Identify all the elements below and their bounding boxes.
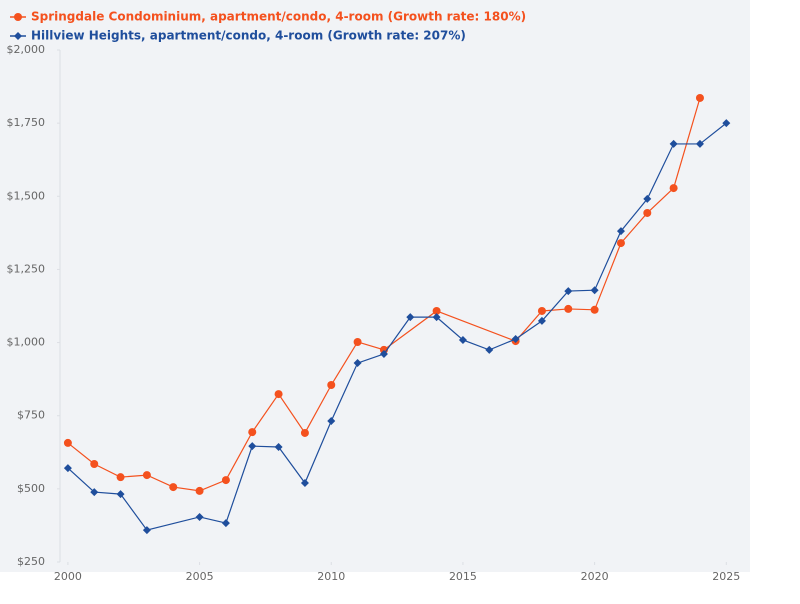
marker: [564, 287, 573, 296]
x-tick-label: 2025: [712, 570, 740, 583]
legend-label: Springdale Condominium, apartment/condo,…: [31, 10, 526, 24]
marker: [63, 464, 72, 473]
marker: [169, 483, 178, 492]
marker: [327, 416, 336, 425]
marker: [142, 526, 151, 535]
legend-label: Hillview Heights, apartment/condo, 4-roo…: [31, 29, 466, 43]
marker: [406, 313, 415, 322]
marker: [221, 519, 230, 528]
marker: [195, 512, 204, 521]
marker: [695, 93, 704, 102]
marker: [116, 473, 125, 482]
y-tick-label: $1,000: [7, 336, 46, 349]
marker: [695, 139, 704, 148]
marker: [353, 359, 362, 368]
marker: [248, 428, 257, 437]
x-tick-label: 2015: [449, 570, 477, 583]
marker: [379, 349, 388, 358]
marker: [616, 239, 625, 248]
marker: [432, 313, 441, 322]
y-tick-label: $750: [17, 409, 45, 422]
marker: [63, 438, 72, 447]
marker: [221, 476, 230, 485]
y-tick-label: $1,750: [7, 116, 46, 129]
marker: [90, 459, 99, 468]
marker: [722, 119, 731, 128]
plot-background: [0, 0, 750, 572]
y-tick-label: $2,000: [7, 43, 46, 56]
marker: [274, 390, 283, 399]
marker: [14, 13, 22, 21]
marker: [511, 335, 520, 344]
marker: [142, 471, 151, 480]
y-tick-label: $1,500: [7, 189, 46, 202]
series-line: [67, 97, 701, 492]
x-tick-label: 2020: [581, 570, 609, 583]
marker: [274, 443, 283, 452]
marker: [669, 139, 678, 148]
marker: [327, 380, 336, 389]
x-tick-label: 2000: [54, 570, 82, 583]
marker: [432, 306, 441, 315]
marker: [590, 305, 599, 314]
legend: Springdale Condominium, apartment/condo,…: [10, 10, 526, 43]
marker: [90, 488, 99, 497]
marker: [590, 286, 599, 295]
marker: [458, 335, 467, 344]
marker: [353, 337, 362, 346]
y-tick-label: $1,250: [7, 262, 46, 275]
marker: [564, 304, 573, 313]
marker: [485, 345, 494, 354]
marker: [248, 442, 257, 451]
x-tick-label: 2005: [186, 570, 214, 583]
marker: [643, 208, 652, 217]
marker: [300, 428, 309, 437]
marker: [300, 479, 309, 488]
marker: [537, 316, 546, 325]
marker: [643, 194, 652, 203]
marker: [669, 184, 678, 193]
marker: [195, 486, 204, 495]
marker: [537, 306, 546, 315]
y-tick-label: $250: [17, 555, 45, 568]
y-tick-label: $500: [17, 482, 45, 495]
marker: [14, 32, 22, 40]
marker: [116, 490, 125, 499]
x-tick-label: 2010: [317, 570, 345, 583]
marker: [616, 227, 625, 236]
